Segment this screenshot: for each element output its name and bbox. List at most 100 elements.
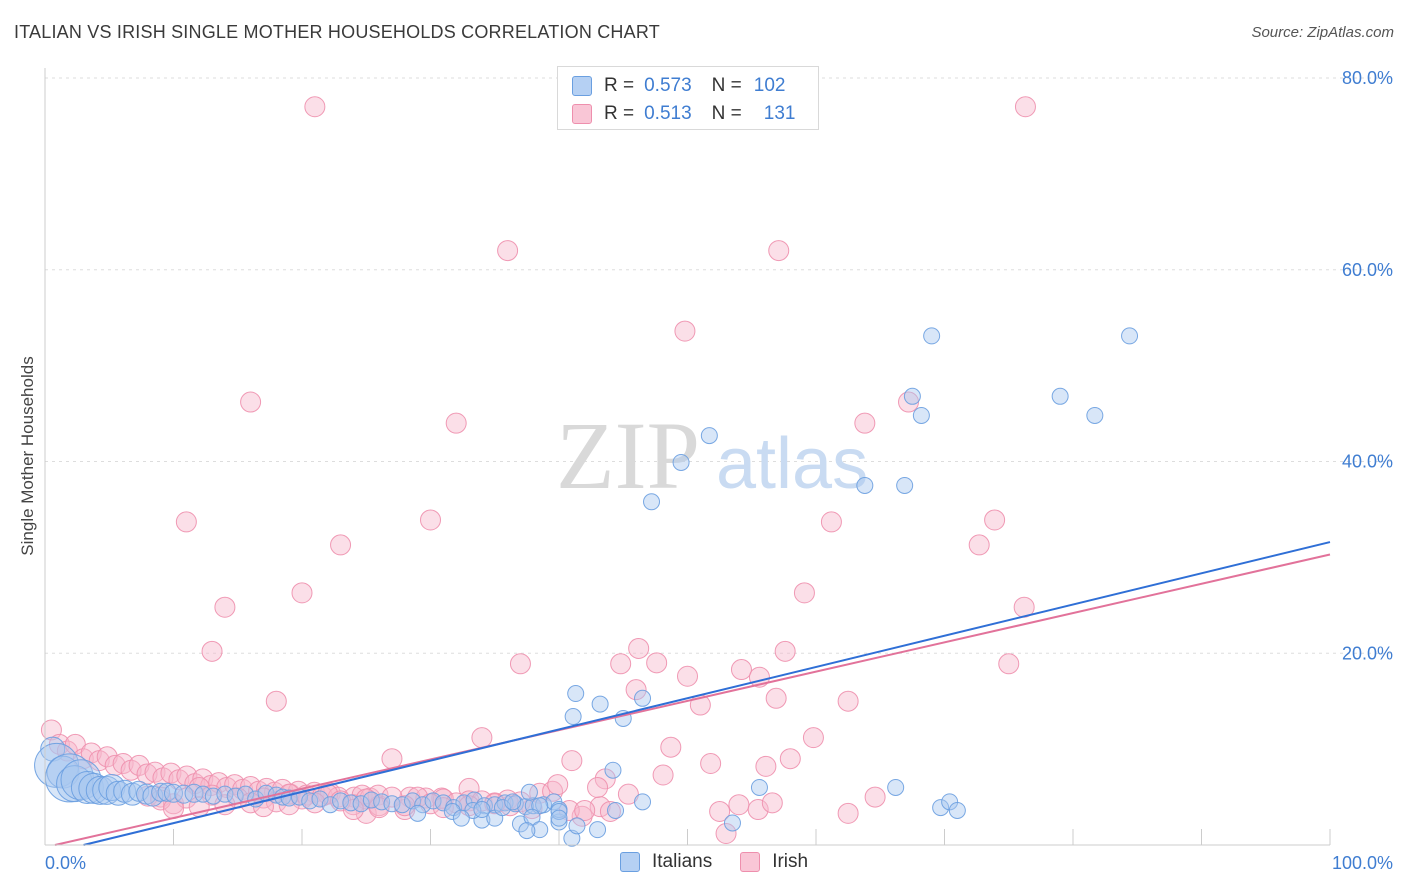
irish-point [617, 783, 639, 805]
irish-r-value: 0.513 [644, 103, 692, 124]
italians-point [184, 783, 204, 803]
italians-point [932, 799, 950, 817]
legend-row-irish: R = 0.513 N = 131 [572, 100, 795, 128]
irish-point [700, 753, 722, 775]
italians-point [948, 801, 966, 819]
irish-r-label: R = [604, 103, 635, 124]
italians-swatch [572, 76, 592, 96]
y-tick-label: 40.0% [1342, 452, 1393, 472]
watermark-atlas: atlas [716, 424, 868, 504]
watermark: ZIP atlas [556, 402, 868, 509]
irish-point [330, 534, 352, 556]
italians-point [723, 814, 741, 832]
irish-point [265, 690, 287, 712]
irish-point [674, 320, 696, 342]
irish-point [175, 511, 197, 533]
italians-point [634, 689, 652, 707]
irish-point [864, 786, 886, 808]
italians-point [164, 783, 183, 803]
series-legend: Italians Irish [620, 851, 836, 873]
italians-point [414, 796, 432, 814]
irish-point [330, 790, 352, 812]
italians-point [643, 493, 661, 511]
y-tick-label: 80.0% [1342, 68, 1393, 88]
italians-point [750, 778, 768, 796]
irish-point [432, 797, 454, 819]
irish-point [304, 96, 326, 118]
italians-point [591, 695, 609, 713]
italians-point [520, 783, 538, 801]
irish-legend-label: Irish [772, 851, 809, 872]
irish-swatch [572, 104, 592, 124]
italians-point [1086, 406, 1104, 424]
irish-point [998, 653, 1020, 675]
italians-point [550, 802, 568, 820]
italians-point [903, 387, 921, 405]
italians-point [1121, 327, 1139, 345]
italians-point [607, 801, 625, 819]
irish-point [201, 640, 223, 662]
italians-point [424, 792, 442, 810]
italians-point [912, 406, 930, 424]
italians-point [506, 795, 524, 813]
irish-point [509, 653, 531, 675]
italians-point [157, 782, 177, 802]
irish-point [471, 727, 493, 749]
italians-point [523, 808, 541, 826]
italians-point [672, 453, 690, 471]
italians-point [362, 791, 380, 809]
source-label: Source: ZipAtlas.com [1251, 24, 1394, 41]
italians-point [634, 793, 652, 811]
italians-point [604, 761, 622, 779]
italians-legend-swatch [620, 852, 640, 872]
irish-point [625, 679, 647, 701]
irish-point [291, 582, 313, 604]
italians-point [856, 476, 874, 494]
legend-item-italians[interactable]: Italians [620, 851, 712, 873]
irish-point [610, 653, 632, 675]
irish-point [837, 690, 859, 712]
y-tick-label: 20.0% [1342, 643, 1393, 663]
italians-point [452, 809, 470, 827]
italians-point [373, 793, 391, 811]
irish-point [968, 534, 990, 556]
irish-point [128, 754, 150, 776]
irish-point [96, 746, 118, 768]
italians-point [887, 778, 905, 796]
irish-point [747, 799, 769, 821]
irish-n-value: 131 [763, 103, 796, 124]
irish-point [547, 774, 569, 796]
irish-point [715, 822, 737, 844]
italians-n-value: 102 [753, 75, 786, 96]
legend-item-irish[interactable]: Irish [740, 851, 808, 873]
italians-point [404, 792, 422, 810]
irish-point [497, 240, 519, 262]
italians-point [589, 821, 607, 839]
irish-trend-line [54, 553, 1331, 846]
irish-point [677, 665, 698, 687]
italians-point [473, 801, 491, 819]
italians-point [174, 784, 194, 804]
trend-lines [54, 541, 1331, 846]
italians-n-label: N = [711, 75, 742, 96]
irish-point [802, 727, 824, 749]
correlation-legend: R = 0.573 N = 102 R = 0.513 N = 131 [557, 66, 819, 130]
irish-point [793, 582, 815, 604]
irish-point [587, 776, 609, 798]
irish-point [652, 764, 674, 786]
italians-point [434, 794, 452, 812]
italians-point [531, 821, 549, 839]
italians-point [409, 804, 427, 822]
italians-point [321, 796, 339, 814]
italians-point [332, 792, 350, 810]
irish-point [1014, 96, 1036, 118]
italians-point [443, 802, 461, 820]
italians-r-label: R = [604, 75, 635, 96]
irish-point [599, 800, 621, 822]
irish-point [445, 412, 467, 434]
irish-point [574, 799, 596, 821]
irish-point [628, 637, 650, 659]
legend-row-italians: R = 0.573 N = 102 [572, 72, 785, 100]
irish-point [774, 640, 796, 662]
irish-point [984, 509, 1006, 531]
